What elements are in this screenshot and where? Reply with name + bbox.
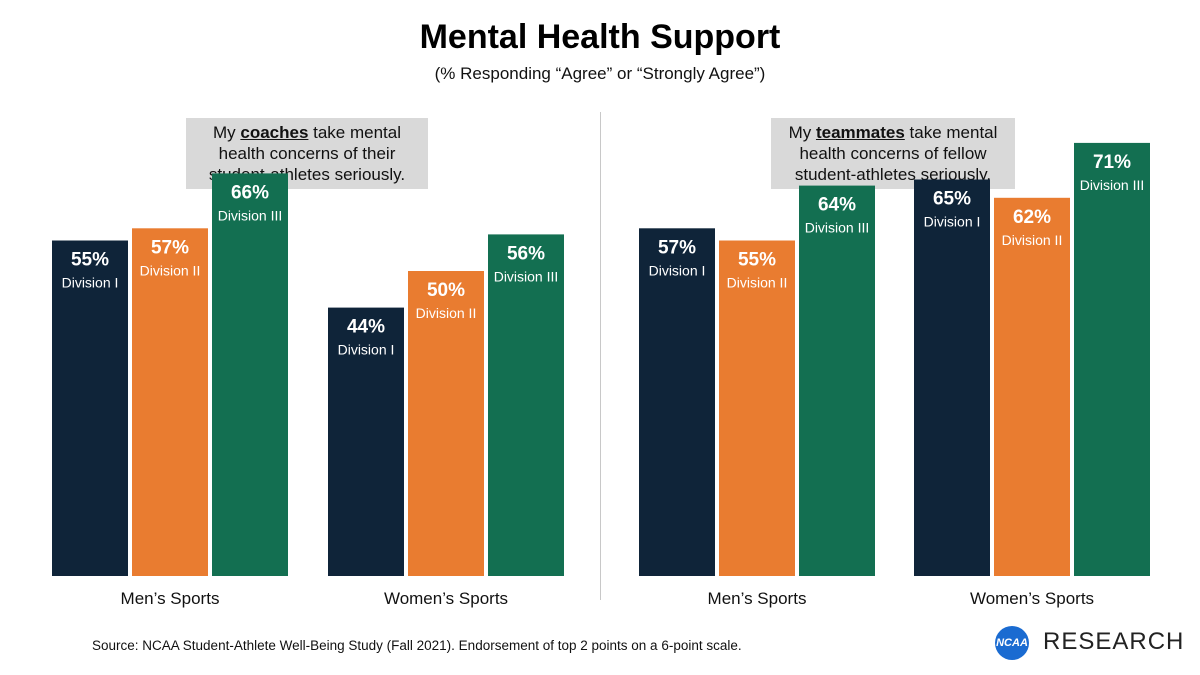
series-label: Division III <box>1080 177 1145 193</box>
bar-panel1-men-div3 <box>212 173 288 576</box>
value-label: 57% <box>658 237 696 258</box>
bar-panel2-women-div1 <box>914 179 990 576</box>
series-label: Division III <box>805 220 870 236</box>
value-label: 66% <box>231 182 269 203</box>
series-label: Division III <box>494 268 559 284</box>
value-label: 62% <box>1013 207 1051 228</box>
logo-text: RESEARCH <box>1043 628 1185 655</box>
series-label: Division I <box>649 262 706 278</box>
bar-panel1-men-div2 <box>132 228 208 577</box>
panel-1-question-emph: coaches <box>240 123 309 142</box>
category-label: Women’s Sports <box>384 589 508 608</box>
series-label: Division I <box>62 275 119 291</box>
bar-panel1-women-div3 <box>488 234 564 576</box>
value-label: 50% <box>427 280 465 301</box>
series-label: Division II <box>140 262 201 278</box>
category-label: Men’s Sports <box>121 589 220 608</box>
panel-2-question-prefix: My <box>788 123 816 142</box>
series-label: Division II <box>727 275 788 291</box>
panel-divider <box>600 112 601 600</box>
series-label: Division II <box>1002 232 1063 248</box>
bar-panel1-women-div1 <box>328 307 404 576</box>
panel-1-question-prefix: My <box>212 123 241 142</box>
chart-subtitle: (% Responding “Agree” or “Strongly Agree… <box>434 64 766 83</box>
chart-title: Mental Health Support <box>419 18 781 56</box>
ncaa-logo-icon: NCAA <box>995 626 1029 660</box>
series-label: Division III <box>218 207 283 223</box>
category-label: Women’s Sports <box>970 589 1094 608</box>
value-label: 71% <box>1093 152 1131 173</box>
source-note: Source: NCAA Student-Athlete Well-Being … <box>92 638 742 653</box>
category-label: Men’s Sports <box>708 589 807 608</box>
series-label: Division I <box>924 214 981 230</box>
value-label: 44% <box>347 317 385 338</box>
bar-panel2-men-div3 <box>799 185 875 576</box>
value-label: 65% <box>933 189 971 210</box>
series-label: Division I <box>338 342 395 358</box>
bar-panel2-women-div2 <box>994 197 1070 577</box>
value-label: 57% <box>151 237 189 258</box>
bar-panel1-men-div1 <box>52 240 128 576</box>
panel-2-question-emph: teammates <box>815 123 905 142</box>
series-label: Division II <box>416 305 477 321</box>
ncaa-research-logo: NCAA RESEARCH <box>995 626 1183 662</box>
panel-2-question-suffix: take mental health concerns of fellow st… <box>794 123 998 184</box>
panel-2-question: My teammates take mental health concerns… <box>771 118 1015 189</box>
value-label: 56% <box>507 243 545 264</box>
value-label: 55% <box>738 250 776 271</box>
value-label: 55% <box>71 250 109 271</box>
bar-panel2-men-div1 <box>639 228 715 577</box>
bar-panel1-women-div2 <box>408 271 484 576</box>
value-label: 64% <box>818 195 856 216</box>
bar-panel2-women-div3 <box>1074 142 1150 576</box>
bar-panel2-men-div2 <box>719 240 795 576</box>
